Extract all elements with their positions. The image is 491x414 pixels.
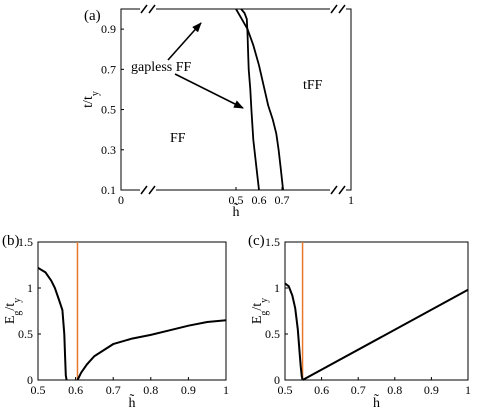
y-tick-label-c: 1	[274, 281, 280, 295]
axis-break-top-right-slash-1	[330, 4, 338, 14]
axis-break-top-left-mask	[140, 6, 156, 12]
x-tick-label-b: 0.8	[143, 383, 158, 397]
x-tick-label-a: 0.5	[229, 193, 244, 207]
y-tick-label-b: 1	[27, 281, 33, 295]
annotation-gapless-ff: gapless FF	[131, 60, 192, 75]
panel-label-a: (a)	[84, 8, 101, 24]
arrow-to-gapless-boundary	[167, 22, 202, 61]
axis-break-bottom-right-mask	[330, 187, 346, 193]
x-axis-label-a: h̃	[233, 203, 240, 220]
y-tick-label-a: 0.3	[101, 143, 116, 157]
arrow-to-inner-boundary	[174, 73, 244, 109]
x-tick-label-b: 0.9	[181, 383, 196, 397]
axis-break-top-left-slash-2	[148, 4, 156, 14]
y-tick-label-a: 0.1	[101, 183, 116, 197]
x-tick-label-b: 1	[223, 383, 229, 397]
axis-break-top-right-slash-2	[338, 4, 346, 14]
axis-break-bottom-left-slash-2	[148, 185, 156, 195]
x-tick-label-a: 0.7	[275, 193, 290, 207]
axis-break-top-left-slash-1	[140, 4, 148, 14]
y-tick-label-a: 0.5	[101, 103, 116, 117]
y-tick-label-b: 0	[27, 373, 33, 387]
y-tick-label-a: 0.7	[101, 62, 116, 76]
x-axis-label-c: h̃	[373, 394, 380, 411]
y-tick-label-b: 1.5	[18, 235, 33, 249]
gap-curve-right-c	[302, 288, 469, 381]
phase-boundary-line-2	[235, 8, 284, 191]
plot-frame-c	[284, 241, 469, 381]
x-tick-label-c: 0.7	[351, 383, 366, 397]
y-tick-label-c: 0	[274, 373, 280, 387]
y-tick-label-b: 0.5	[18, 327, 33, 341]
x-tick-label-c: 0.9	[424, 383, 439, 397]
plot-frame-a	[120, 8, 352, 191]
annotation-tff: tFF	[303, 78, 323, 93]
y-axis-label-c: Eg/ty	[250, 298, 270, 324]
x-tick-label-b: 0.7	[106, 383, 121, 397]
x-tick-label-b: 0.5	[31, 383, 46, 397]
axis-break-bottom-right-slash-1	[330, 185, 338, 195]
panel-label-b: (b)	[2, 233, 20, 249]
x-tick-label-a: 1	[348, 193, 354, 207]
x-tick-label-c: 0.6	[314, 383, 329, 397]
gap-curve-right-b	[76, 319, 227, 381]
y-axis-label-b: Eg/ty	[3, 298, 23, 324]
gap-curve-left-c	[284, 282, 304, 381]
panel-label-c: (c)	[248, 233, 265, 249]
x-axis-label-b: h̃	[129, 394, 136, 411]
x-tick-label-a: 0.6	[252, 193, 267, 207]
x-tick-label-a: 0	[118, 193, 124, 207]
axis-break-bottom-left-mask	[140, 187, 156, 193]
y-axis-label-a: t/ty	[81, 91, 101, 108]
axis-break-top-right-mask	[330, 6, 346, 12]
x-tick-label-c: 0.8	[387, 383, 402, 397]
x-tick-label-c: 0.5	[278, 383, 293, 397]
x-tick-label-b: 0.6	[68, 383, 83, 397]
y-tick-label-c: 0.5	[265, 327, 280, 341]
annotation-ff: FF	[170, 131, 186, 146]
gap-curve-left-b	[37, 266, 68, 381]
phase-boundary-line-1	[240, 8, 260, 191]
plot-frame-b	[37, 241, 227, 381]
y-tick-label-c: 1.5	[265, 235, 280, 249]
axis-break-bottom-right-slash-2	[338, 185, 346, 195]
y-tick-label-a: 0.9	[101, 22, 116, 36]
x-tick-label-c: 1	[465, 383, 471, 397]
axis-break-bottom-left-slash-1	[140, 185, 148, 195]
